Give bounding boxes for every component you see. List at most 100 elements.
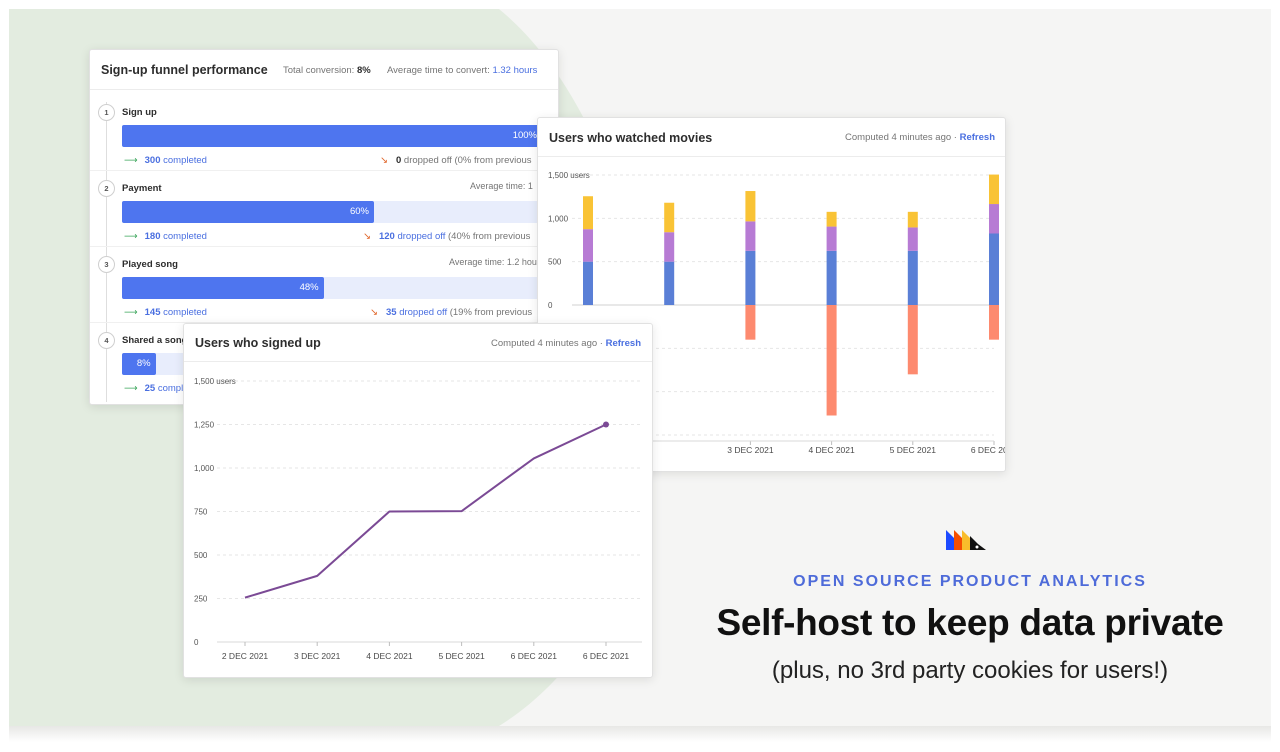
y-tick-label: 500 xyxy=(548,258,562,267)
dropped-detail: (40% from previous xyxy=(448,231,531,242)
arrow-right-icon: ⟶ xyxy=(124,383,138,394)
completed-count: 145 xyxy=(144,307,161,318)
y-axis-unit-label: 1,500 users xyxy=(548,171,590,180)
stack-segment xyxy=(989,204,999,234)
stack-segment xyxy=(907,211,918,228)
signups-meta: Computed 4 minutes ago · Refresh xyxy=(491,338,641,349)
step-dropped[interactable]: ↘ 120 dropped off (40% from previous xyxy=(363,231,530,242)
step-name: Payment xyxy=(122,183,162,194)
stack-segment xyxy=(907,250,918,305)
completed-count: 300 xyxy=(144,155,161,166)
data-point xyxy=(603,421,609,428)
y-tick-label: 0 xyxy=(194,638,199,647)
arrow-right-icon: ⟶ xyxy=(124,155,138,166)
avg-time-label: Average time to convert: xyxy=(387,65,490,76)
stack-segment xyxy=(745,221,756,251)
y-tick-label: 1,000 xyxy=(548,214,569,223)
step-dropped[interactable]: ↘ 0 dropped off (0% from previous xyxy=(380,155,532,166)
dropped-label: dropped off xyxy=(403,155,452,166)
avg-time-value: 1.32 hours xyxy=(492,65,538,76)
stack-segment xyxy=(664,232,675,262)
signups-title: Users who signed up xyxy=(195,336,321,350)
step-avg-time: Average time: 1 xyxy=(470,181,533,191)
step-bar-track[interactable]: 48% xyxy=(122,277,542,299)
series-line xyxy=(244,423,607,599)
x-tick-label: 5 DEC 2021 xyxy=(890,445,937,455)
step-bar-fill: 60% xyxy=(122,201,374,223)
stack-segment xyxy=(583,261,593,305)
promo-kicker: OPEN SOURCE PRODUCT ANALYTICS xyxy=(793,573,1147,590)
signups-card: Users who signed up Computed 4 minutes a… xyxy=(183,323,653,678)
posthog-logo-icon xyxy=(946,530,986,550)
funnel-conversion: Total conversion: 8% xyxy=(283,65,371,76)
movies-header: Users who watched movies Computed 4 minu… xyxy=(538,118,1005,157)
x-tick-label: 6 DEC 2021 xyxy=(971,445,1006,455)
completed-label: completed xyxy=(163,307,207,318)
funnel-avg-time: Average time to convert: 1.32 hours xyxy=(387,65,537,76)
funnel-step: 2 Payment Average time: 1 60% ⟶ 180 compl… xyxy=(90,171,558,247)
meta-separator: · xyxy=(597,338,606,349)
step-name: Shared a song xyxy=(122,335,188,346)
stack-segment xyxy=(989,305,999,340)
step-completed[interactable]: ⟶ 300 completed xyxy=(124,155,207,166)
arrow-right-icon: ⟶ xyxy=(124,231,138,242)
step-bar-track[interactable]: 100% xyxy=(122,125,542,147)
y-axis-unit-label: 1,500 users xyxy=(194,377,236,386)
x-tick-label: 2 DEC 2021 xyxy=(222,651,269,661)
stack-segment xyxy=(745,250,756,305)
y-tick-label: 500 xyxy=(194,551,208,560)
dropped-detail: (19% from previous xyxy=(449,307,533,318)
completed-label: completed xyxy=(163,231,207,242)
completed-label: completed xyxy=(163,155,207,166)
completed-count: 25 xyxy=(144,383,156,394)
canvas-shadow xyxy=(9,726,1271,742)
y-tick-label: 1,250 xyxy=(194,421,215,430)
step-dropped[interactable]: ↘ 35 dropped off (19% from previous xyxy=(370,307,532,318)
stack-segment xyxy=(583,229,593,262)
step-divider xyxy=(90,170,558,171)
stack-segment xyxy=(664,261,675,305)
step-avg-time: Average time: 1.2 hou xyxy=(449,257,537,267)
completed-count: 180 xyxy=(144,231,161,242)
step-bar-track[interactable]: 60% xyxy=(122,201,542,223)
y-tick-label: 1,000 xyxy=(194,464,215,473)
refresh-link[interactable]: Refresh xyxy=(605,338,641,349)
step-name: Sign up xyxy=(122,107,157,118)
step-number: 2 xyxy=(98,180,115,197)
step-divider xyxy=(90,246,558,247)
stack-segment xyxy=(826,211,837,227)
stack-segment xyxy=(907,227,918,251)
y-tick-label: 0 xyxy=(548,301,553,310)
stack-segment xyxy=(989,233,999,305)
computed-time: Computed 4 minutes ago xyxy=(845,132,952,143)
funnel-title: Sign-up funnel performance xyxy=(101,63,268,77)
computed-time: Computed 4 minutes ago xyxy=(491,338,598,349)
y-tick-label: 250 xyxy=(194,595,208,604)
step-bar-fill: 100% xyxy=(122,125,542,147)
funnel-step: 1 Sign up 100% ⟶ 300 completed ↘ 0 dropped… xyxy=(90,95,558,171)
refresh-link[interactable]: Refresh xyxy=(959,132,995,143)
total-conversion-value: 8% xyxy=(356,65,371,76)
arrow-down-right-icon: ↘ xyxy=(370,307,378,318)
movies-chart: 1,500 users 1,000 500 0 3 DEC 2021 4 DEC 2021… xyxy=(548,171,1006,455)
dropped-count: 0 xyxy=(395,155,402,166)
stack-segment xyxy=(664,202,675,233)
stack-segment xyxy=(907,305,918,375)
x-tick-label: 4 DEC 2021 xyxy=(808,445,855,455)
step-completed[interactable]: ⟶ 25 completed xyxy=(124,383,202,394)
step-completed[interactable]: ⟶ 145 completed xyxy=(124,307,207,318)
signups-header: Users who signed up Computed 4 minutes a… xyxy=(184,324,652,362)
signups-chart: 1,500 users 1,250 1,000 750 500 250 0 2 DEC 202… xyxy=(194,377,642,661)
step-number: 1 xyxy=(98,104,115,121)
dropped-label: dropped off xyxy=(399,307,448,318)
step-completed[interactable]: ⟶ 180 completed xyxy=(124,231,207,242)
y-tick-label: 750 xyxy=(194,508,208,517)
promo-subline: (plus, no 3rd party cookies for users!) xyxy=(771,657,1169,684)
meta-separator: · xyxy=(951,132,960,143)
movies-title: Users who watched movies xyxy=(549,131,713,145)
dropped-count: 120 xyxy=(378,231,395,242)
dropped-count: 35 xyxy=(385,307,397,318)
promo-headline: Self-host to keep data private xyxy=(716,602,1224,643)
x-tick-label: 6 DEC 2021 xyxy=(583,651,630,661)
funnel-timeline xyxy=(106,102,107,402)
